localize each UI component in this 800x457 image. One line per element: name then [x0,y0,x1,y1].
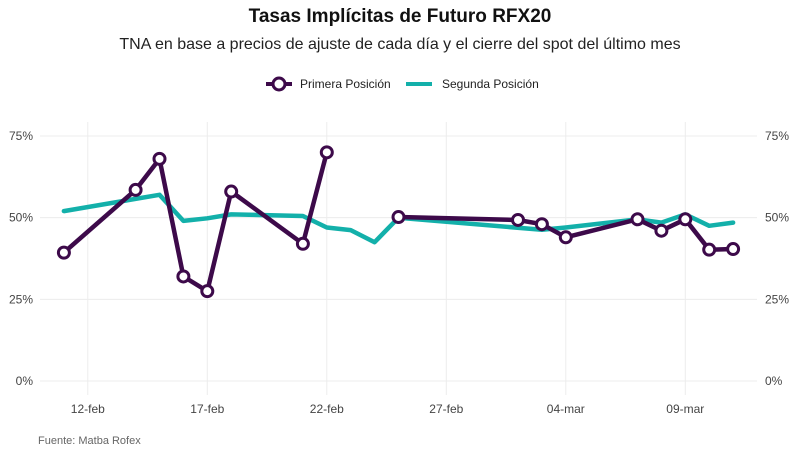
plot-area [56,145,741,299]
data-point-primera [558,230,573,245]
chart-title: Tasas Implícitas de Futuro RFX20 [249,6,552,27]
data-point-primera [678,212,693,227]
x-tick-label: 04-mar [547,402,585,416]
x-tick-label: 12-feb [71,402,105,416]
series-line-segunda [61,192,736,245]
y-tick-label-right: 75% [765,129,789,143]
data-point-primera [511,212,525,227]
y-tick-label-right: 50% [765,211,789,225]
data-point-primera [654,223,669,238]
y-tick-label-left: 50% [9,211,33,225]
y-tick-label-left: 25% [9,292,33,306]
legend-item-segunda: Segunda Posición [406,77,539,91]
chart-subtitle: TNA en base a precios de ajuste de cada … [119,36,680,53]
data-point-primera [726,242,741,257]
x-tick-label: 27-feb [429,402,463,416]
data-point-primera [200,284,215,299]
y-tick-label-left: 75% [9,129,33,143]
x-axis-ticks: 12-feb 17-feb 22-feb 27-feb 04-mar 09-mar [71,402,705,416]
y-tick-label-left: 0% [16,374,34,388]
y-tick-label-right: 25% [765,292,789,306]
data-point-primera [391,210,406,225]
x-tick-label: 17-feb [190,402,224,416]
data-point-primera [128,182,143,197]
data-point-primera [702,242,717,257]
legend-label-segunda: Segunda Posición [442,77,539,91]
legend-label-primera: Primera Posición [300,77,391,91]
x-tick-label: 22-feb [310,402,344,416]
data-point-primera [295,236,310,251]
data-point-primera [56,245,71,260]
legend-marker-primera [271,76,287,92]
grid [40,122,757,395]
data-point-primera [534,217,549,232]
x-tick-label: 09-mar [666,402,704,416]
y-tick-label-right: 0% [765,374,783,388]
y-axis-ticks: 0% 0% 25% 25% 50% 50% 75% 75% [9,129,789,388]
chart-caption: Fuente: Matba Rofex [38,435,141,447]
legend-item-primera: Primera Posición [266,76,391,92]
legend: Primera Posición Segunda Posición [266,76,539,92]
data-point-primera [224,184,239,199]
data-point-primera [152,151,167,166]
data-point-primera [319,145,334,160]
data-point-primera [630,212,645,227]
data-point-primera [176,269,191,284]
